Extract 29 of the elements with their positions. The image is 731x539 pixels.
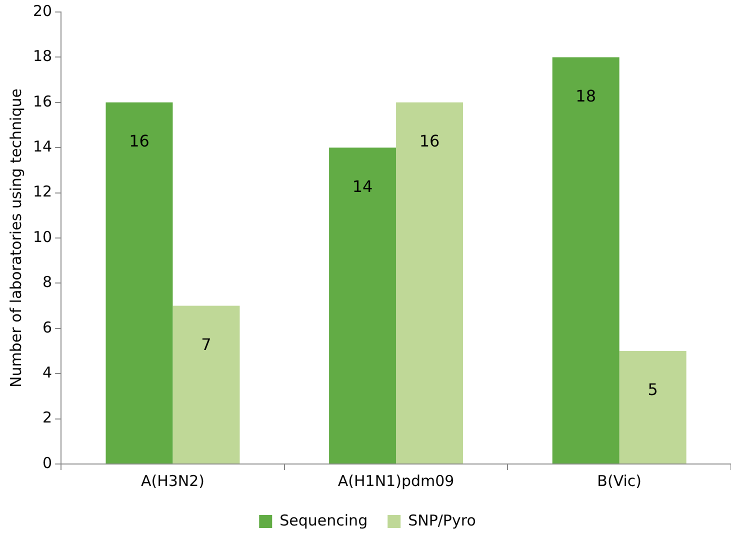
bar [106, 102, 173, 464]
bar [396, 102, 464, 464]
y-axis-title: Number of laboratories using technique [6, 88, 25, 388]
y-tick-label: 12 [32, 182, 52, 201]
data-label: 16 [129, 132, 150, 151]
data-label: 5 [648, 380, 658, 400]
bar [619, 351, 686, 464]
y-tick-label: 4 [42, 363, 52, 382]
bar [172, 306, 240, 464]
y-tick-label: 6 [42, 318, 52, 336]
y-tick-label: 2 [42, 408, 52, 427]
legend-label: Sequencing [280, 511, 368, 530]
x-tick-label: B(Vic) [597, 472, 642, 490]
x-tick-label: A(H1N1)pdm09 [338, 472, 454, 490]
y-tick-label: 14 [32, 137, 52, 156]
data-label: 16 [419, 132, 440, 151]
legend-label: SNP/Pyro [408, 511, 476, 530]
y-tick-label: 8 [42, 273, 52, 292]
y-tick-label: 10 [32, 228, 52, 246]
bar [329, 148, 396, 464]
data-label: 14 [352, 176, 373, 196]
bar [552, 57, 620, 464]
data-label: 18 [576, 86, 596, 106]
x-tick-label: A(H3N2) [140, 472, 205, 490]
y-tick-label: 16 [32, 92, 52, 110]
y-tick-label: 20 [32, 2, 52, 20]
y-tick-label: 0 [42, 454, 52, 472]
data-label: 7 [201, 334, 212, 354]
y-tick-label: 18 [32, 47, 52, 66]
